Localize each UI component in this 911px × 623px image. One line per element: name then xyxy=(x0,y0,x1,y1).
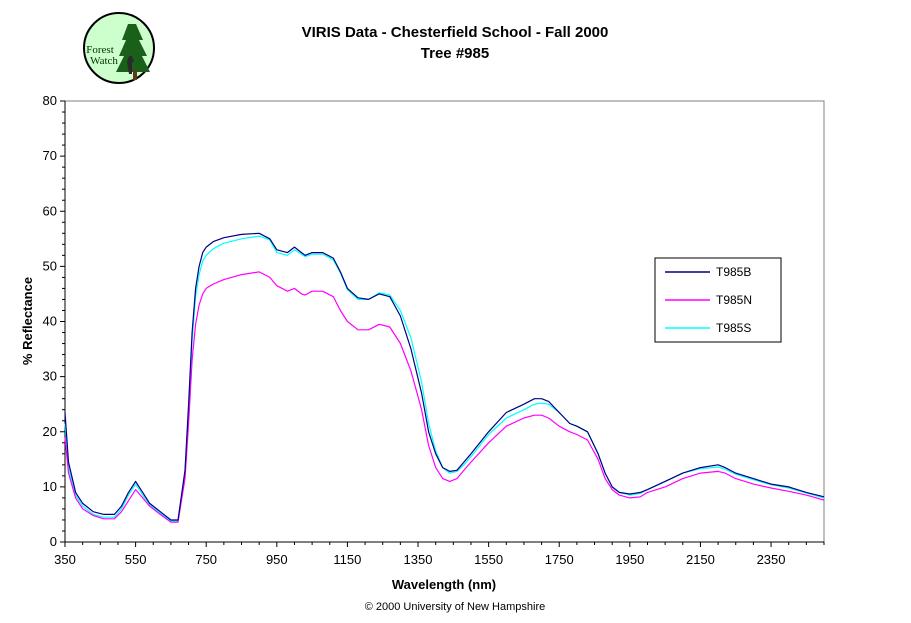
x-tick-label: 350 xyxy=(54,552,76,567)
x-tick-label: 1550 xyxy=(474,552,503,567)
y-tick-label: 70 xyxy=(43,148,57,163)
y-tick-label: 10 xyxy=(43,479,57,494)
chart-title: VIRIS Data - Chesterfield School - Fall … xyxy=(302,24,609,41)
x-tick-label: 1950 xyxy=(615,552,644,567)
legend-label-t985b: T985B xyxy=(716,265,751,279)
series-group xyxy=(64,232,825,523)
x-tick-label: 2350 xyxy=(757,552,786,567)
tree-trunk-icon xyxy=(133,70,137,80)
y-tick-label: 50 xyxy=(43,258,57,273)
x-tick-label: 1750 xyxy=(545,552,574,567)
x-tick-label: 1150 xyxy=(333,552,361,567)
y-axis-title: % Reflectance xyxy=(20,277,35,365)
x-tick-label: 2150 xyxy=(686,552,715,567)
y-tick-label: 80 xyxy=(43,93,57,108)
x-tick-label: 1350 xyxy=(404,552,433,567)
series-line-t985b xyxy=(64,232,825,521)
y-tick-label: 60 xyxy=(43,203,57,218)
logo-text-line2: Watch xyxy=(90,55,118,67)
copyright-text: © 2000 University of New Hampshire xyxy=(365,601,546,613)
chart-subtitle: Tree #985 xyxy=(421,45,489,62)
legend-label-t985s: T985S xyxy=(716,321,751,335)
series-line-t985n xyxy=(64,271,825,523)
x-tick-label: 950 xyxy=(266,552,288,567)
y-tick-label: 30 xyxy=(43,369,57,384)
logo-text-line1: Forest xyxy=(86,44,114,56)
legend-label-t985n: T985N xyxy=(716,293,752,307)
x-axis-title: Wavelength (nm) xyxy=(392,577,496,592)
x-tick-label: 750 xyxy=(195,552,217,567)
tree-icon xyxy=(116,24,150,72)
person-icon xyxy=(127,56,134,74)
y-tick-label: 20 xyxy=(43,424,57,439)
forest-watch-logo: Forest Watch xyxy=(83,12,155,84)
y-tick-label: 40 xyxy=(43,314,57,329)
legend: T985B T985N T985S xyxy=(654,257,782,343)
x-tick-label: 550 xyxy=(125,552,147,567)
series-line-t985s xyxy=(64,235,825,522)
axes: 0 10 20 30 40 50 60 70 80 350 550 750 950 1150 1350 155… xyxy=(43,93,825,567)
y-tick-label: 0 xyxy=(50,534,57,549)
